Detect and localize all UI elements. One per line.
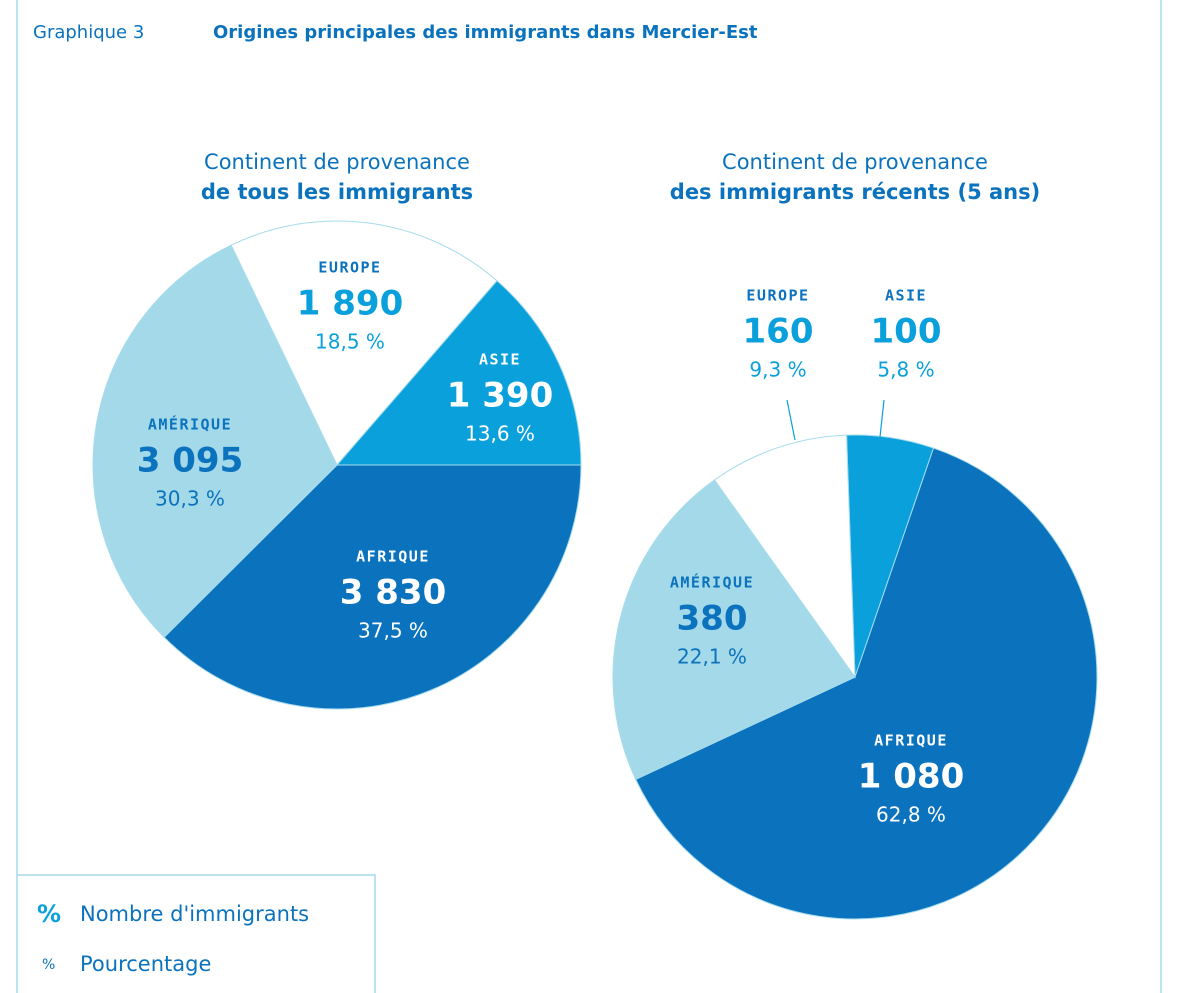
pie-subtitle: de tous les immigrants (201, 180, 473, 204)
slice-category: AFRIQUE (356, 548, 430, 566)
slice-value: 3 830 (340, 573, 446, 613)
pie-title: Continent de provenance (204, 150, 470, 174)
pie-title: Continent de provenance (722, 150, 988, 174)
legend-symbol: % (37, 900, 61, 928)
slice-percent: 30,3 % (155, 487, 225, 511)
slice-category: ASIE (479, 351, 521, 369)
slice-category: EUROPE (318, 259, 381, 277)
pie-slice (713, 434, 856, 679)
slice-category: AFRIQUE (874, 732, 948, 750)
legend-label: Nombre d'immigrants (80, 902, 309, 926)
leader-line (786, 399, 796, 441)
slice-value: 380 (677, 599, 748, 639)
pie-slice (612, 479, 856, 781)
pie-slice (163, 464, 582, 710)
slice-percent: 18,5 % (315, 330, 385, 354)
pie-slice (335, 280, 582, 466)
pie-slice (230, 220, 498, 466)
slice-value: 3 095 (137, 441, 243, 481)
slice-percent: 22,1 % (677, 645, 747, 669)
slice-percent: 62,8 % (876, 803, 946, 827)
pie-slice (92, 244, 338, 638)
slice-value: 1 890 (297, 284, 403, 324)
pie-subtitle: des immigrants récents (5 ans) (670, 180, 1040, 204)
slice-value: 1 390 (447, 376, 553, 416)
leader-line (879, 399, 885, 438)
legend-symbol: % (42, 957, 55, 973)
slice-category: EUROPE (746, 287, 809, 305)
pie-slice (635, 447, 1098, 920)
figure-label: Graphique 3 (33, 22, 144, 43)
slice-percent: 37,5 % (358, 619, 428, 643)
frame (16, 0, 1162, 993)
slice-percent: 5,8 % (877, 358, 934, 382)
slice-percent: 13,6 % (465, 422, 535, 446)
slice-percent: 9,3 % (749, 358, 806, 382)
legend-label: Pourcentage (80, 952, 211, 976)
legend-box (17, 874, 376, 993)
slice-value: 160 (743, 312, 814, 352)
slice-value: 1 080 (858, 757, 964, 797)
slice-category: AMÉRIQUE (148, 415, 232, 434)
slice-category: AMÉRIQUE (670, 573, 754, 592)
slice-value: 100 (871, 312, 942, 352)
slice-category: ASIE (885, 287, 927, 305)
figure-title: Origines principales des immigrants dans… (213, 22, 758, 43)
